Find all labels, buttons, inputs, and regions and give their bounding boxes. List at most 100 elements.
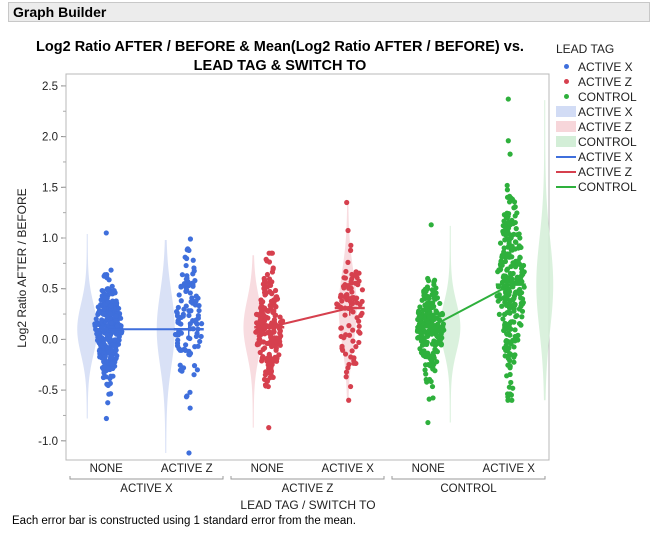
y-tick-label: 2.5 bbox=[42, 81, 58, 93]
data-point bbox=[438, 328, 445, 335]
legend-item-contours[interactable]: CONTROL bbox=[556, 134, 637, 149]
data-point bbox=[186, 335, 192, 341]
data-point bbox=[267, 302, 273, 309]
data-point bbox=[343, 369, 350, 375]
data-point bbox=[261, 376, 268, 382]
y-tick-label: -1.0 bbox=[38, 436, 58, 448]
y-tick-label: 0.0 bbox=[42, 334, 58, 346]
data-point bbox=[496, 311, 502, 317]
data-point bbox=[424, 293, 430, 300]
data-point bbox=[114, 323, 120, 329]
data-point bbox=[118, 315, 124, 321]
data-point bbox=[422, 362, 429, 368]
data-point bbox=[513, 226, 519, 232]
data-point bbox=[271, 335, 278, 341]
data-point bbox=[116, 334, 122, 340]
data-point bbox=[99, 287, 105, 294]
data-point bbox=[511, 354, 517, 360]
data-point bbox=[503, 290, 509, 296]
data-point bbox=[277, 330, 283, 336]
marker-dot-icon bbox=[556, 94, 576, 99]
legend-label: ACTIVE Z bbox=[578, 74, 633, 89]
legend-item-points[interactable]: ACTIVE X bbox=[556, 59, 637, 74]
data-point bbox=[183, 342, 189, 348]
data-point bbox=[345, 365, 351, 371]
data-point bbox=[520, 262, 527, 269]
x-tick-label: ACTIVE X bbox=[322, 463, 375, 475]
data-point bbox=[183, 276, 189, 282]
data-point bbox=[511, 359, 517, 365]
violin-control-none bbox=[440, 225, 461, 423]
data-point bbox=[176, 315, 182, 322]
graph-builder-header[interactable]: Graph Builder bbox=[8, 2, 650, 22]
data-point bbox=[114, 300, 120, 306]
data-point bbox=[346, 397, 352, 403]
group-bracket bbox=[69, 476, 224, 480]
data-point bbox=[512, 204, 518, 210]
data-point bbox=[187, 389, 193, 395]
data-point bbox=[424, 333, 431, 339]
data-point bbox=[96, 309, 102, 316]
legend-item-lines[interactable]: ACTIVE X bbox=[556, 149, 637, 164]
data-point bbox=[437, 300, 443, 307]
y-axis-label: Log2 Ratio AFTER / BEFORE bbox=[15, 188, 29, 347]
data-point bbox=[253, 329, 259, 335]
data-point bbox=[339, 343, 345, 349]
data-point bbox=[109, 361, 115, 367]
data-point bbox=[186, 450, 192, 456]
data-point bbox=[116, 305, 122, 312]
data-point bbox=[105, 287, 111, 294]
group-label: ACTIVE Z bbox=[282, 483, 334, 495]
data-point bbox=[501, 327, 507, 334]
legend-item-points[interactable]: ACTIVE Z bbox=[556, 74, 637, 89]
data-point bbox=[262, 372, 268, 378]
data-point bbox=[417, 319, 423, 325]
x-tick-label: ACTIVE Z bbox=[161, 463, 213, 475]
data-point bbox=[433, 290, 439, 296]
legend-item-lines[interactable]: CONTROL bbox=[556, 179, 637, 194]
data-point bbox=[515, 337, 521, 343]
data-point bbox=[432, 342, 438, 349]
data-point bbox=[513, 313, 519, 320]
data-point bbox=[262, 292, 268, 298]
data-point bbox=[506, 238, 512, 244]
legend: LEAD TAG ACTIVE X ACTIVE Z CONTROL ACTIVE X… bbox=[556, 42, 637, 194]
data-point bbox=[350, 338, 356, 344]
data-point bbox=[358, 312, 364, 318]
data-point bbox=[430, 353, 437, 359]
data-point bbox=[349, 271, 355, 278]
legend-item-contours[interactable]: ACTIVE Z bbox=[556, 119, 637, 134]
legend-item-lines[interactable]: ACTIVE Z bbox=[556, 164, 637, 179]
data-point bbox=[103, 374, 109, 380]
x-tick-label: ACTIVE X bbox=[483, 463, 536, 475]
data-point bbox=[502, 299, 508, 305]
legend-label: ACTIVE Z bbox=[578, 119, 633, 134]
data-point bbox=[198, 333, 204, 340]
data-point bbox=[421, 348, 427, 354]
data-point bbox=[423, 371, 429, 377]
data-point bbox=[181, 306, 187, 312]
data-point bbox=[101, 367, 107, 373]
data-point bbox=[499, 303, 505, 309]
data-point bbox=[440, 321, 447, 327]
mean-lines bbox=[93, 278, 526, 337]
data-point bbox=[432, 277, 438, 283]
data-point bbox=[509, 247, 515, 253]
data-point bbox=[335, 302, 341, 308]
data-point bbox=[93, 316, 99, 322]
data-point bbox=[108, 320, 114, 326]
data-point bbox=[343, 268, 349, 275]
data-point bbox=[275, 338, 281, 344]
legend-item-points[interactable]: CONTROL bbox=[556, 89, 637, 104]
data-point bbox=[519, 314, 525, 320]
data-point bbox=[508, 392, 515, 398]
data-point bbox=[439, 311, 446, 318]
data-point bbox=[272, 287, 279, 294]
legend-item-contours[interactable]: ACTIVE X bbox=[556, 104, 637, 119]
data-point bbox=[192, 278, 198, 284]
data-point bbox=[348, 242, 354, 248]
data-point bbox=[183, 288, 189, 294]
data-point bbox=[418, 313, 424, 320]
data-point bbox=[505, 138, 511, 144]
y-tick-label: 0.5 bbox=[42, 284, 58, 296]
